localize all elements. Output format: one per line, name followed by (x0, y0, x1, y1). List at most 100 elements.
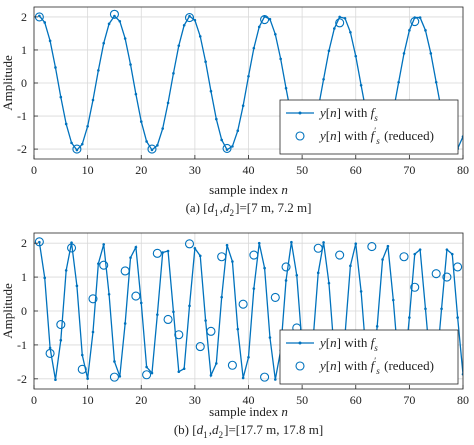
series-reduced-point (88, 294, 98, 304)
series-reduced-point (147, 144, 157, 154)
legend-dot-swatch (298, 341, 302, 345)
series-reduced-point (72, 144, 82, 154)
series-fs-point (327, 49, 331, 53)
series-fs-point (102, 41, 106, 45)
series-reduced-point (249, 250, 259, 260)
series-reduced-point (453, 262, 463, 272)
legend-entry-fs: y[n] with fs (318, 105, 379, 123)
series-fs-point (429, 52, 433, 55)
series-fs-point (91, 98, 95, 102)
x-tick-label: 70 (403, 393, 415, 407)
series-fs-point (198, 254, 202, 258)
series-fs-point (145, 365, 148, 369)
y-tick-label: -2 (17, 142, 27, 156)
series-fs-point (113, 14, 116, 18)
subfigure-caption: (a) [d1 ,d2 ]=[7 m, 7.2 m] (186, 200, 312, 218)
subfigure-caption: (b) [d1 ,d2 ]=[17.7 m, 17.8 m] (174, 422, 323, 440)
series-reduced-point (34, 237, 44, 247)
series-fs-point (150, 371, 154, 375)
series-fs-point (145, 140, 148, 143)
legend: y[n] with fs y[n] with f′s (reduced) (279, 99, 459, 155)
series-fs-point (193, 247, 197, 250)
series-fs-point (139, 301, 143, 305)
y-tick-label: 2 (21, 236, 27, 250)
x-tick-label: 70 (403, 163, 415, 177)
series-reduced-point (152, 248, 162, 258)
series-fs-point (177, 44, 181, 47)
x-tick-label: 40 (243, 163, 255, 177)
series-fs-point (43, 21, 47, 24)
series-fs-point (97, 262, 100, 265)
series-fs-point (375, 325, 379, 328)
series-fs-point (450, 252, 454, 256)
series-fs-point (413, 252, 417, 256)
series-fs-point (215, 117, 218, 121)
series-fs-point (75, 284, 79, 288)
series-reduced-point (335, 250, 345, 260)
legend-box (279, 329, 459, 385)
x-axis-label: sample index n (209, 404, 288, 419)
series-fs-point (188, 14, 191, 18)
series-fs-point (59, 95, 63, 99)
x-tick-label: 30 (189, 393, 201, 407)
series-fs-point (209, 374, 213, 377)
legend-entry-reduced: y[n] with f′s (reduced) (318, 356, 434, 376)
series-fs-point (279, 57, 282, 61)
legend-entry-fs: y[n] with fs (318, 335, 379, 353)
series-reduced-point (120, 266, 130, 276)
series-reduced-point (45, 348, 55, 358)
series-fs-point (102, 243, 106, 246)
y-tick-label: 1 (21, 270, 27, 284)
series-fs-point (204, 319, 207, 322)
series-fs-point (349, 30, 352, 34)
series-fs-point (424, 307, 427, 311)
series-reduced-point (109, 9, 119, 19)
series-fs-point (268, 17, 272, 21)
series-reduced-point (163, 314, 173, 325)
series-reduced-point (313, 243, 323, 253)
legend-circle-swatch (295, 131, 305, 141)
series-fs-point (38, 14, 41, 18)
series-fs-point (123, 37, 127, 40)
series-fs-point (193, 18, 197, 22)
series-fs-point (113, 360, 116, 363)
series-fs-point (118, 375, 122, 378)
series-fs-point (322, 241, 325, 244)
series-fs-point (118, 19, 122, 23)
series-fs-point (241, 104, 245, 108)
series-reduced-point (142, 370, 152, 380)
series-reduced-point (335, 18, 345, 28)
series-fs-point (338, 15, 341, 19)
series-reduced-point (227, 360, 237, 370)
y-tick-label: 1 (21, 43, 27, 57)
series-reduced-point (99, 260, 109, 270)
series-fs-point (359, 290, 363, 293)
series-fs-point (107, 22, 111, 26)
series-reduced-point (109, 372, 119, 382)
series-fs-point (166, 249, 170, 253)
series-fs-point (236, 327, 240, 331)
series-fs-point (91, 330, 95, 334)
series-fs-point (134, 92, 138, 96)
series-fs-point (408, 316, 411, 319)
series-fs-point (43, 276, 47, 280)
y-tick-label: 0 (21, 304, 27, 318)
x-tick-label: 0 (31, 163, 37, 177)
series-fs-point (54, 378, 57, 382)
series-fs-point (354, 54, 358, 58)
series-fs-point (359, 83, 363, 87)
x-tick-label: 60 (350, 163, 362, 177)
series-fs-point (172, 72, 175, 75)
x-tick-label: 0 (31, 393, 37, 407)
series-fs-point (440, 307, 443, 311)
series-fs-point (225, 148, 229, 151)
x-tick-label: 60 (350, 393, 362, 407)
series-reduced-point (270, 292, 280, 302)
series-fs-point (418, 16, 422, 19)
series-fs-point (64, 269, 68, 272)
series-fs-point (59, 338, 63, 342)
series-fs-point (182, 367, 186, 371)
x-axis-label: sample index n (209, 182, 288, 197)
series-reduced-point (260, 372, 270, 382)
series-fs-point (386, 244, 390, 248)
